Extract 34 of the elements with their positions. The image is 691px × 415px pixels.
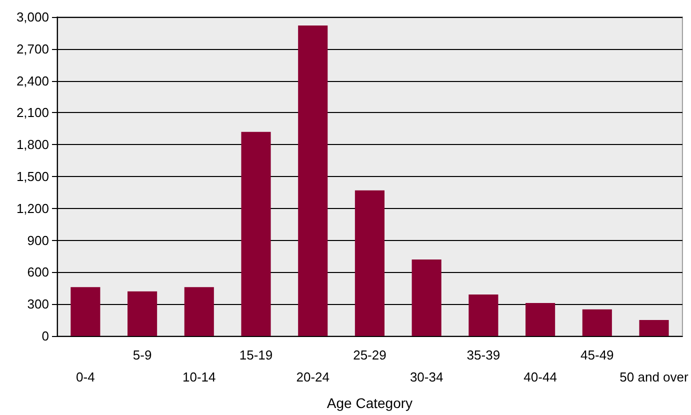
x-tick-label: 30-34 [410, 370, 444, 384]
bar [412, 259, 442, 336]
x-tick-label: 5-9 [132, 348, 152, 362]
x-tick-label: 20-24 [296, 370, 330, 384]
y-tick-label: 1,800 [16, 137, 49, 152]
bar [468, 294, 498, 336]
y-tick-label: 3,000 [16, 10, 49, 24]
bar [639, 320, 669, 336]
x-tick-label: 35-39 [466, 348, 500, 362]
y-tick-label: 600 [27, 264, 49, 280]
x-tick-label: 25-29 [353, 348, 386, 362]
y-tick-label: 300 [27, 296, 49, 312]
x-axis-title: Age Category [326, 395, 413, 411]
x-tick-label: 45-49 [580, 348, 614, 362]
bar [241, 132, 271, 336]
bar [354, 190, 385, 336]
y-tick-label: 0 [42, 328, 49, 344]
bar [128, 291, 158, 336]
bar [184, 287, 214, 336]
x-tick-label: 40-44 [524, 370, 557, 384]
x-tick-label: 10-14 [182, 370, 216, 384]
y-tick-label: 2,100 [16, 105, 49, 120]
y-tick-label: 900 [27, 232, 49, 248]
x-tick-label: 0-4 [76, 370, 95, 384]
x-tick-label: 15-19 [239, 348, 273, 362]
bar [70, 287, 100, 336]
bar [526, 303, 556, 336]
bar [298, 26, 328, 336]
y-tick-label: 1,200 [16, 200, 49, 216]
y-tick-label: 2,400 [16, 73, 49, 88]
bar [582, 309, 612, 336]
x-tick-label: 50 and over [620, 370, 690, 384]
y-tick-label: 1,500 [16, 169, 49, 184]
y-tick-label: 2,700 [16, 41, 49, 56]
